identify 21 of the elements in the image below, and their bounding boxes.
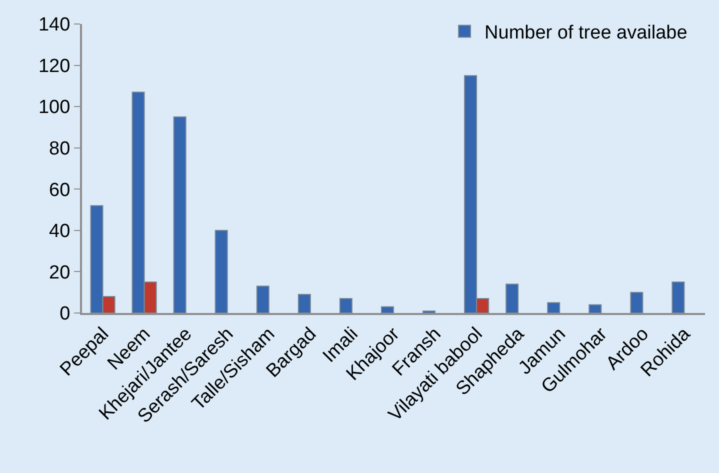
bar (256, 286, 270, 313)
bar (422, 310, 436, 313)
bar (214, 230, 228, 313)
y-tick-label: 120 (38, 56, 70, 77)
y-tick-label: 60 (49, 180, 70, 201)
bar (588, 304, 602, 313)
bar (672, 282, 685, 313)
y-tick-label: 40 (49, 221, 70, 242)
bar (630, 292, 644, 313)
y-tick-label: 140 (38, 14, 70, 36)
bar (380, 306, 394, 313)
bar (547, 302, 560, 313)
y-tick-label: 0 (60, 304, 70, 325)
bar (339, 298, 352, 313)
bar (506, 284, 519, 313)
y-tick-label: 100 (38, 97, 70, 118)
legend-label: Number of tree availabe (484, 22, 688, 44)
y-tick-label: 20 (49, 262, 70, 284)
bar (298, 294, 311, 313)
bar (173, 116, 186, 313)
y-tick-label: 80 (49, 138, 70, 160)
